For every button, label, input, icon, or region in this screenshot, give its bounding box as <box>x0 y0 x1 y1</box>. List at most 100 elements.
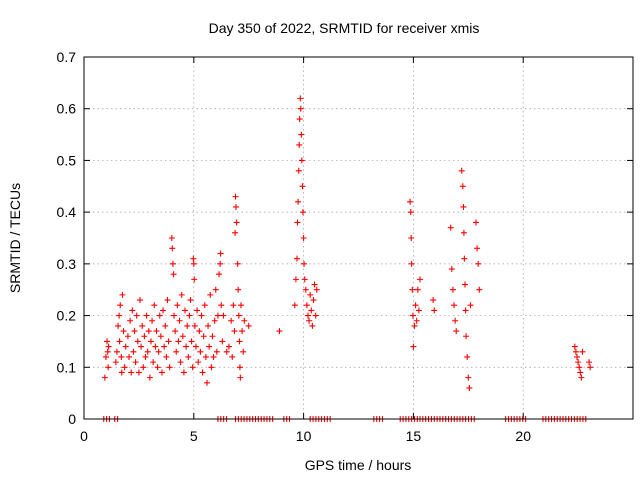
data-point <box>217 250 224 257</box>
data-point <box>297 105 304 112</box>
data-point <box>232 203 239 210</box>
data-point <box>134 338 141 345</box>
data-point <box>112 359 119 366</box>
data-point <box>412 302 419 309</box>
data-point <box>225 343 232 350</box>
data-point <box>166 364 173 371</box>
data-point <box>578 374 585 381</box>
data-point <box>276 328 283 335</box>
data-point <box>199 369 206 376</box>
data-point <box>102 353 109 360</box>
data-point <box>572 348 579 355</box>
data-point <box>173 348 180 355</box>
data-point <box>136 297 143 304</box>
data-point <box>197 348 204 355</box>
data-point <box>129 307 136 314</box>
data-point <box>154 364 161 371</box>
data-point <box>298 131 305 138</box>
data-point <box>143 312 150 319</box>
data-point <box>460 229 467 236</box>
data-point <box>299 209 306 216</box>
data-point <box>105 364 112 371</box>
data-point <box>146 374 153 381</box>
data-point <box>430 297 437 304</box>
data-point <box>186 312 193 319</box>
data-point <box>472 219 479 226</box>
data-point <box>466 384 473 391</box>
data-point <box>462 307 469 314</box>
data-point <box>191 322 198 329</box>
data-point <box>411 322 418 329</box>
data-point <box>140 364 147 371</box>
data-point <box>306 317 313 324</box>
data-point <box>149 317 156 324</box>
data-point <box>169 245 176 252</box>
data-point <box>574 353 581 360</box>
data-point <box>465 374 472 381</box>
data-point <box>135 369 142 376</box>
data-point <box>213 348 220 355</box>
data-point <box>294 219 301 226</box>
data-point <box>464 353 471 360</box>
data-point <box>296 116 303 123</box>
grid-lines <box>84 57 633 419</box>
data-point <box>151 302 158 309</box>
data-point <box>232 193 239 200</box>
data-point <box>200 333 207 340</box>
data-point <box>407 198 414 205</box>
data-point <box>237 374 244 381</box>
data-point <box>175 338 182 345</box>
data-point <box>214 312 221 319</box>
data-point <box>139 322 146 329</box>
data-point <box>138 343 145 350</box>
x-axis-tick-labels: 0 5 10 15 20 <box>80 428 531 444</box>
data-point <box>311 281 318 288</box>
data-point <box>408 260 415 267</box>
data-point <box>104 348 111 355</box>
data-point <box>113 348 120 355</box>
data-point <box>415 307 422 314</box>
data-point <box>170 271 177 278</box>
data-point <box>157 333 164 340</box>
x-tick-label: 10 <box>296 428 312 444</box>
data-point <box>235 286 242 293</box>
data-point <box>231 328 238 335</box>
data-point <box>414 286 421 293</box>
data-point <box>408 235 415 241</box>
data-point <box>118 353 125 360</box>
data-point <box>236 364 243 371</box>
y-axis-label: SRMTID / TECUs <box>7 183 23 293</box>
chart-title: Day 350 of 2022, SRMTID for receiver xmi… <box>209 20 480 36</box>
data-point <box>178 291 185 298</box>
data-point <box>228 317 235 324</box>
y-tick-label: 0.7 <box>57 49 77 65</box>
data-point <box>122 343 129 350</box>
data-point <box>203 379 210 386</box>
data-point <box>195 359 202 366</box>
data-point <box>183 343 190 350</box>
data-point <box>235 312 242 319</box>
data-point <box>127 317 134 324</box>
data-point <box>172 328 179 335</box>
data-point <box>152 343 159 350</box>
data-point <box>467 302 474 309</box>
data-point <box>164 297 171 304</box>
data-point <box>240 348 247 355</box>
data-point <box>407 209 414 216</box>
data-point <box>201 302 208 309</box>
data-point <box>291 302 298 309</box>
data-point <box>299 183 306 190</box>
data-point <box>105 343 112 350</box>
data-point <box>416 276 423 283</box>
data-point <box>171 312 178 319</box>
data-point <box>192 343 199 350</box>
y-tick-label: 0.2 <box>57 308 77 324</box>
y-tick-label: 0.5 <box>57 152 77 168</box>
axis-ticks <box>83 56 633 420</box>
data-point <box>302 286 309 293</box>
data-point <box>239 328 246 335</box>
data-point <box>141 333 148 340</box>
x-tick-label: 0 <box>80 428 88 444</box>
x-tick-label: 15 <box>406 428 422 444</box>
data-point <box>301 276 308 283</box>
